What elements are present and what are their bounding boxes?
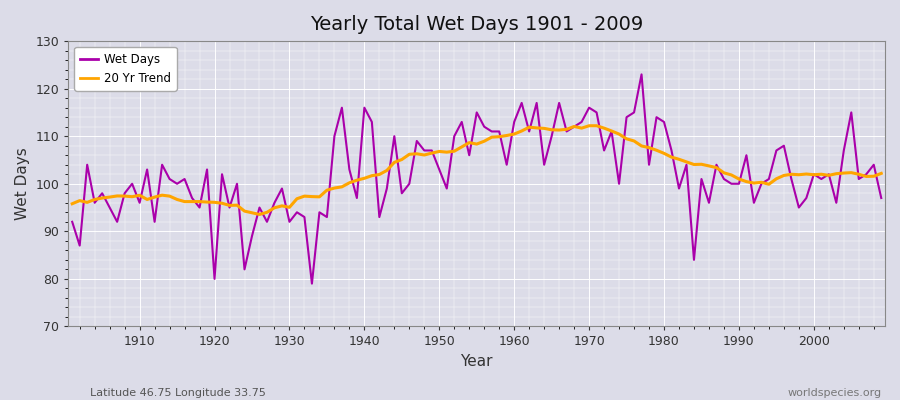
Text: Latitude 46.75 Longitude 33.75: Latitude 46.75 Longitude 33.75 [90, 388, 266, 398]
Y-axis label: Wet Days: Wet Days [15, 147, 30, 220]
Text: worldspecies.org: worldspecies.org [788, 388, 882, 398]
Legend: Wet Days, 20 Yr Trend: Wet Days, 20 Yr Trend [75, 47, 176, 91]
Title: Yearly Total Wet Days 1901 - 2009: Yearly Total Wet Days 1901 - 2009 [310, 15, 644, 34]
X-axis label: Year: Year [461, 354, 493, 369]
